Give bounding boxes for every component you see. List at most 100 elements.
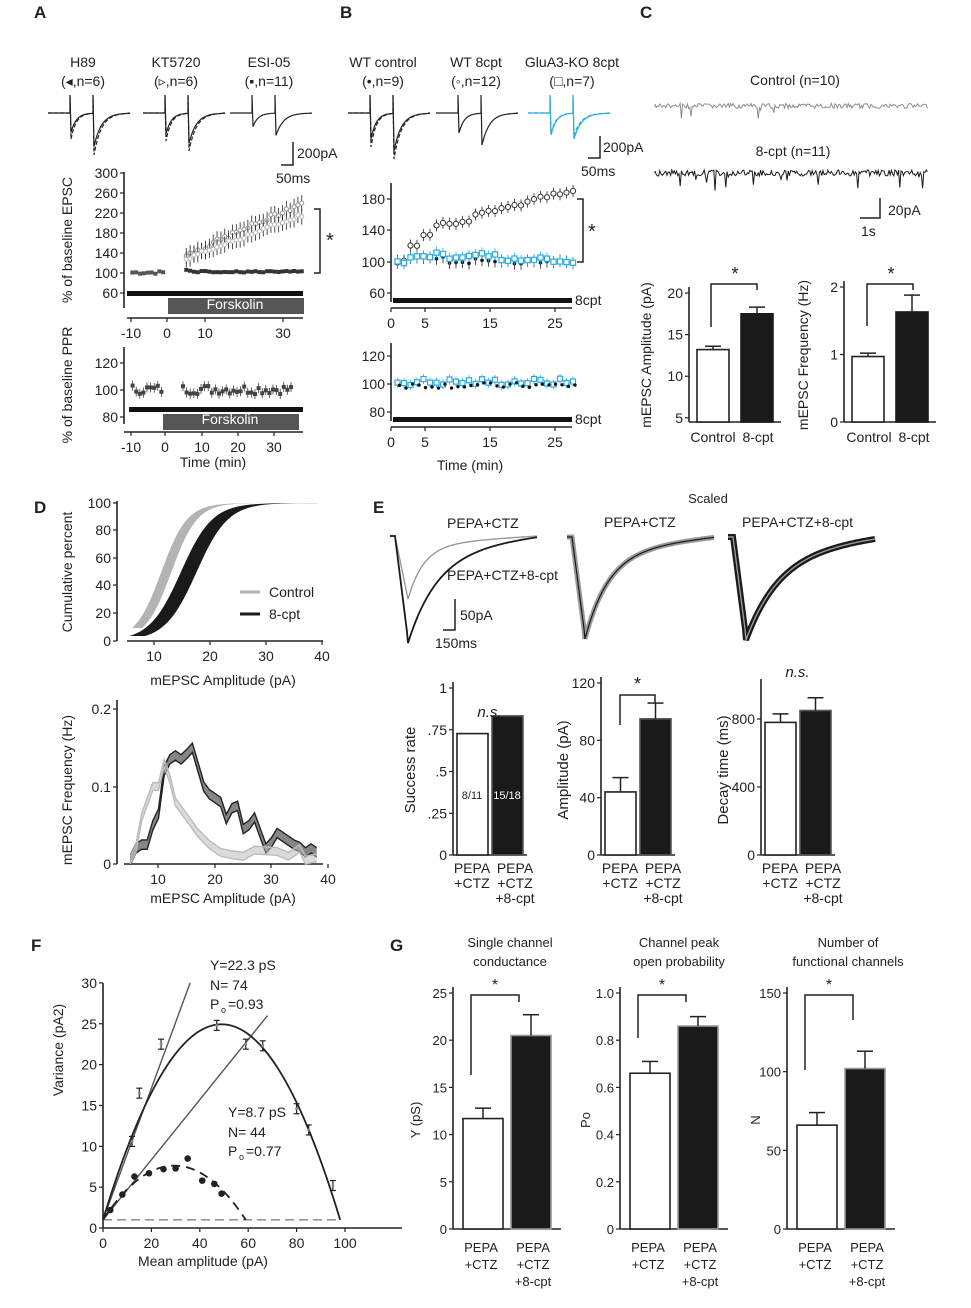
bar bbox=[462, 1117, 504, 1230]
significance-bracket bbox=[619, 694, 656, 725]
noise-trace bbox=[654, 168, 928, 191]
c-8cpt-trace bbox=[654, 168, 928, 191]
panel-a-scalebar: 200pA 50ms bbox=[276, 142, 338, 186]
forskolin-bar bbox=[168, 298, 304, 314]
data-point bbox=[420, 375, 427, 383]
noise-trace bbox=[654, 101, 928, 119]
category-label: PEPA bbox=[464, 1240, 498, 1255]
y-tick-label: 100 bbox=[95, 265, 119, 281]
data-point bbox=[569, 259, 577, 266]
bar bbox=[639, 718, 672, 856]
x-tick-label: 25 bbox=[547, 434, 563, 450]
e-traces bbox=[390, 534, 876, 644]
data-point bbox=[563, 189, 570, 196]
y-tick-label: 2 bbox=[830, 279, 838, 295]
f-fit1-po: =0.93 bbox=[228, 996, 264, 1012]
in-bar-count: 8/11 bbox=[462, 790, 483, 802]
data-point bbox=[426, 253, 434, 261]
a-significance: * bbox=[326, 230, 334, 252]
data-point bbox=[498, 256, 505, 264]
significance-bracket bbox=[577, 198, 584, 263]
scalebar-x-label: 50ms bbox=[276, 170, 310, 186]
f-fit1-n: N= 74 bbox=[210, 977, 248, 993]
data-point bbox=[299, 200, 305, 206]
significance-star: * bbox=[492, 977, 498, 994]
data-point bbox=[199, 386, 203, 391]
category-label: PEPA bbox=[645, 860, 682, 876]
data-point bbox=[491, 251, 499, 258]
data-point bbox=[153, 271, 158, 276]
data-point bbox=[521, 384, 525, 388]
data-point bbox=[449, 386, 454, 390]
c-amp-ylabel: mEPSC Amplitude (pA) bbox=[638, 282, 654, 428]
category-label: +CTZ bbox=[684, 1257, 717, 1272]
8cpt-upper bbox=[129, 741, 318, 856]
data-point bbox=[207, 269, 212, 274]
panel-label-d: D bbox=[34, 498, 46, 517]
y-tick-label: .75 bbox=[428, 722, 448, 738]
data-point bbox=[407, 254, 414, 261]
data-point bbox=[547, 383, 551, 387]
data-point bbox=[537, 376, 544, 383]
f-fit2-po: =0.77 bbox=[246, 1143, 282, 1159]
data-point bbox=[191, 252, 197, 258]
data-point bbox=[569, 378, 577, 385]
data-point bbox=[157, 269, 162, 274]
a-epsc-ylabel: % of baseline EPSC bbox=[59, 177, 75, 303]
data-point bbox=[249, 220, 255, 226]
data-point bbox=[550, 190, 557, 197]
bar bbox=[740, 313, 774, 423]
data-point bbox=[413, 253, 421, 260]
y-tick-label: 260 bbox=[95, 185, 119, 201]
y-tick-label: 50 bbox=[767, 1143, 781, 1158]
y-tick-label: 0.2 bbox=[596, 1175, 614, 1190]
data-point bbox=[130, 270, 135, 275]
category-label: PEPA bbox=[602, 860, 639, 876]
y-axis-label: Amplitude (pA) bbox=[555, 720, 572, 819]
y-tick-label: 20 bbox=[95, 605, 111, 621]
data-point bbox=[456, 384, 460, 389]
y-tick-label: 30 bbox=[81, 975, 97, 991]
significance-bracket bbox=[866, 283, 914, 326]
f-fit1-gamma: Y=22.3 pS bbox=[210, 957, 276, 973]
data-point bbox=[439, 250, 447, 258]
category-label: PEPA bbox=[762, 860, 799, 876]
data-point bbox=[272, 269, 277, 274]
y-tick-label: 0 bbox=[440, 1222, 447, 1237]
data-point bbox=[400, 379, 408, 387]
y-tick-label: 5 bbox=[675, 410, 683, 426]
data-point bbox=[220, 389, 225, 394]
category-label: +8-cpt bbox=[849, 1274, 886, 1289]
data-point bbox=[209, 390, 214, 395]
data-point bbox=[488, 381, 493, 385]
category-label: +8-cpt bbox=[495, 890, 534, 906]
data-point bbox=[206, 384, 211, 389]
epsc-trace bbox=[348, 94, 431, 160]
data-point bbox=[249, 390, 254, 395]
a-ppr-plot: 120 100 80-10 0 10 20 30 bbox=[95, 347, 303, 455]
bar bbox=[844, 1067, 886, 1230]
significance-bracket bbox=[314, 208, 321, 274]
data-point bbox=[241, 235, 247, 241]
data-point bbox=[292, 269, 297, 274]
y-tick-label: 180 bbox=[95, 225, 119, 241]
data-point bbox=[242, 270, 246, 275]
y-tick-label: 20 bbox=[433, 1033, 447, 1048]
cond-esi05-legend: (▪,n=11) bbox=[245, 73, 294, 89]
data-point bbox=[524, 198, 531, 205]
y-axis-label: N bbox=[748, 1115, 763, 1124]
data-point bbox=[530, 256, 538, 264]
data-point bbox=[280, 210, 285, 216]
data-point bbox=[130, 1139, 134, 1143]
data-point bbox=[191, 269, 196, 274]
data-point bbox=[231, 388, 236, 393]
epsc-trace bbox=[528, 94, 611, 136]
y-tick-label: 80 bbox=[95, 522, 111, 538]
control-cdf-band bbox=[132, 503, 316, 628]
data-point bbox=[439, 219, 447, 226]
category-label: +CTZ bbox=[799, 1257, 832, 1272]
scalebar-lines bbox=[281, 142, 294, 166]
data-point bbox=[285, 387, 290, 392]
data-point bbox=[217, 391, 221, 396]
data-point bbox=[498, 205, 505, 212]
